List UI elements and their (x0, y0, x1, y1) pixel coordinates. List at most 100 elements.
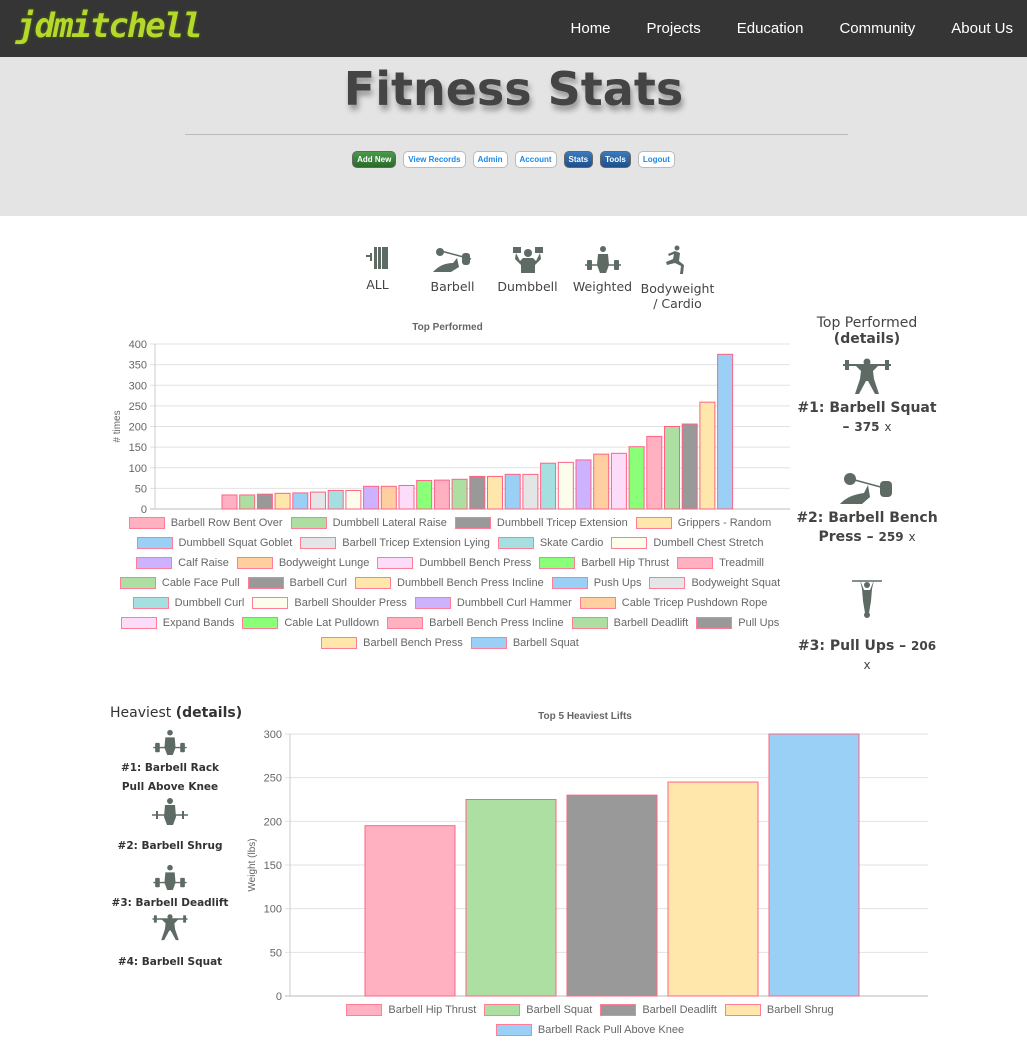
category-label: Weighted (572, 279, 633, 294)
legend-item[interactable]: Bodyweight Squat (649, 575, 780, 591)
bar-dumbbell-tricep-extension (256, 493, 273, 510)
legend-item[interactable]: Grippers - Random (635, 515, 772, 531)
lunge-icon (665, 245, 684, 274)
bar-barbell-deadlift (664, 426, 680, 510)
legend-item[interactable]: Cable Face Pull (119, 575, 240, 591)
add-new-button[interactable]: Add New (352, 151, 397, 168)
stats-button[interactable]: Stats (563, 151, 594, 168)
heaviest-panel: Heaviest (details) #1: Barbell Rack Pull… (110, 705, 242, 972)
legend-item[interactable]: Barbell Squat (484, 1002, 592, 1018)
legend-item[interactable]: Dumbbell Squat Goblet (136, 535, 292, 551)
top-item-2[interactable]: #2: Barbell Bench Press – 259 x (796, 510, 938, 545)
top-navbar: jdmitchell Home Projects Education Commu… (0, 0, 1027, 57)
category-weighted[interactable]: Weighted (565, 245, 640, 311)
nav-education[interactable]: Education (736, 20, 804, 37)
shrug-icon (152, 798, 188, 825)
bar-dumbbell-bench-press (398, 484, 415, 510)
legend-swatch (247, 577, 284, 589)
legend-item[interactable]: Barbell Tricep Extension Lying (300, 535, 490, 551)
item-name: #2: Barbell Bench Press (796, 510, 938, 545)
legend-swatch (470, 637, 507, 649)
legend-swatch (579, 597, 616, 609)
legend-label: Barbell Tricep Extension Lying (342, 537, 490, 549)
legend-label: Expand Bands (162, 617, 235, 629)
item-count: 259 (878, 530, 904, 544)
legend-item[interactable]: Dumbell Chest Stretch (611, 535, 763, 551)
site-logo[interactable]: jdmitchell (16, 6, 203, 46)
legend-item[interactable]: Cable Tricep Pushdown Rope (579, 595, 767, 611)
legend-item[interactable]: Barbell Hip Thrust (346, 1002, 476, 1018)
legend-label: Barbell Rack Pull Above Knee (537, 1024, 685, 1036)
legend-item[interactable]: Push Ups (551, 575, 641, 591)
nav-community[interactable]: Community (839, 20, 916, 37)
heaviest-item-4[interactable]: #4: Barbell Squat (117, 956, 223, 968)
legend-item[interactable]: Skate Cardio (497, 535, 604, 551)
legend-item[interactable]: Calf Raise (136, 555, 229, 571)
legend-item[interactable]: Barbell Shrug (724, 1002, 834, 1018)
bench-press-icon (840, 473, 892, 504)
legend-label: Pull Ups (738, 617, 780, 629)
item-count: 375 (854, 420, 880, 434)
view-records-button[interactable]: View Records (403, 151, 466, 168)
top-item-1[interactable]: #1: Barbell Squat – 375 x (797, 400, 937, 435)
bar-barbell-hip-thrust (416, 480, 433, 510)
main-nav: Home Projects Education Community About … (571, 20, 1013, 37)
legend-label: Dumbbell Curl (174, 597, 245, 609)
legend-item[interactable]: Barbell Row Bent Over (128, 515, 283, 531)
legend-item[interactable]: Dumbbell Curl (132, 595, 245, 611)
legend-item[interactable]: Dumbbell Bench Press Incline (355, 575, 544, 591)
legend-label: Barbell Shrug (766, 1004, 834, 1016)
top-item-3[interactable]: #3: Pull Ups – 206 x (797, 638, 937, 672)
legend-item[interactable]: Cable Lat Pulldown (242, 615, 379, 631)
category-all[interactable]: ALL (340, 245, 415, 311)
legend-swatch (497, 537, 534, 549)
legend-label: Dumbbell Bench Press (419, 557, 532, 569)
y-tick-label: 250 (264, 773, 282, 785)
legend-swatch (128, 517, 165, 529)
legend-item[interactable]: Barbell Squat (470, 635, 579, 651)
legend-item[interactable]: Treadmill (677, 555, 764, 571)
category-barbell[interactable]: Barbell (415, 245, 490, 311)
legend-item[interactable]: Pull Ups (696, 615, 779, 631)
legend-item[interactable]: Dumbbell Tricep Extension (454, 515, 628, 531)
account-button[interactable]: Account (514, 151, 557, 168)
legend-item[interactable]: Barbell Deadlift (571, 615, 688, 631)
legend-label: Skate Cardio (539, 537, 604, 549)
details-link[interactable]: (details) (175, 705, 243, 721)
legend-item[interactable]: Barbell Shoulder Press (252, 595, 407, 611)
legend-item[interactable]: Expand Bands (120, 615, 235, 631)
logout-button[interactable]: Logout (637, 151, 675, 168)
legend-label: Grippers - Random (677, 517, 772, 529)
legend-label: Barbell Hip Thrust (581, 557, 670, 569)
heaviest-item-1[interactable]: #1: Barbell Rack Pull Above Knee (120, 762, 220, 793)
legend-item[interactable]: Bodyweight Lunge (236, 555, 369, 571)
nav-projects[interactable]: Projects (646, 20, 701, 37)
nav-home[interactable]: Home (570, 20, 611, 37)
details-link[interactable]: (details) (833, 331, 901, 347)
bar-cable-tricep-pushdown-rope (593, 453, 610, 510)
category-filter: ALL Barbell Dumbbell Weighted Bodyweight… (340, 245, 715, 311)
legend-item[interactable]: Barbell Deadlift (600, 1002, 717, 1018)
legend-item[interactable]: Barbell Rack Pull Above Knee (495, 1022, 685, 1038)
legend-swatch (252, 597, 289, 609)
category-bodyweight-cardio[interactable]: Bodyweight / Cardio (640, 245, 715, 311)
item-count: 206 (911, 639, 937, 653)
legend-item[interactable]: Barbell Bench Press Incline (387, 615, 564, 631)
legend-item[interactable]: Dumbbell Bench Press (377, 555, 531, 571)
legend-item[interactable]: Dumbbell Lateral Raise (290, 515, 447, 531)
admin-button[interactable]: Admin (472, 151, 508, 168)
tools-button[interactable]: Tools (600, 151, 631, 168)
legend-swatch (346, 1004, 383, 1016)
legend-label: Barbell Squat (512, 637, 579, 649)
heaviest-item-2[interactable]: #2: Barbell Shrug (117, 840, 223, 852)
legend-item[interactable]: Barbell Curl (247, 575, 347, 591)
category-dumbbell[interactable]: Dumbbell (490, 245, 565, 311)
legend-item[interactable]: Dumbbell Curl Hammer (414, 595, 572, 611)
legend-label: Treadmill (719, 557, 764, 569)
nav-about-us[interactable]: About Us (951, 20, 1013, 37)
legend-item[interactable]: Barbell Bench Press (321, 635, 463, 651)
bar-cable-face-pull (451, 478, 468, 510)
legend-item[interactable]: Barbell Hip Thrust (539, 555, 669, 571)
heaviest-item-3[interactable]: #3: Barbell Deadlift (111, 897, 229, 909)
legend-swatch (136, 537, 173, 549)
